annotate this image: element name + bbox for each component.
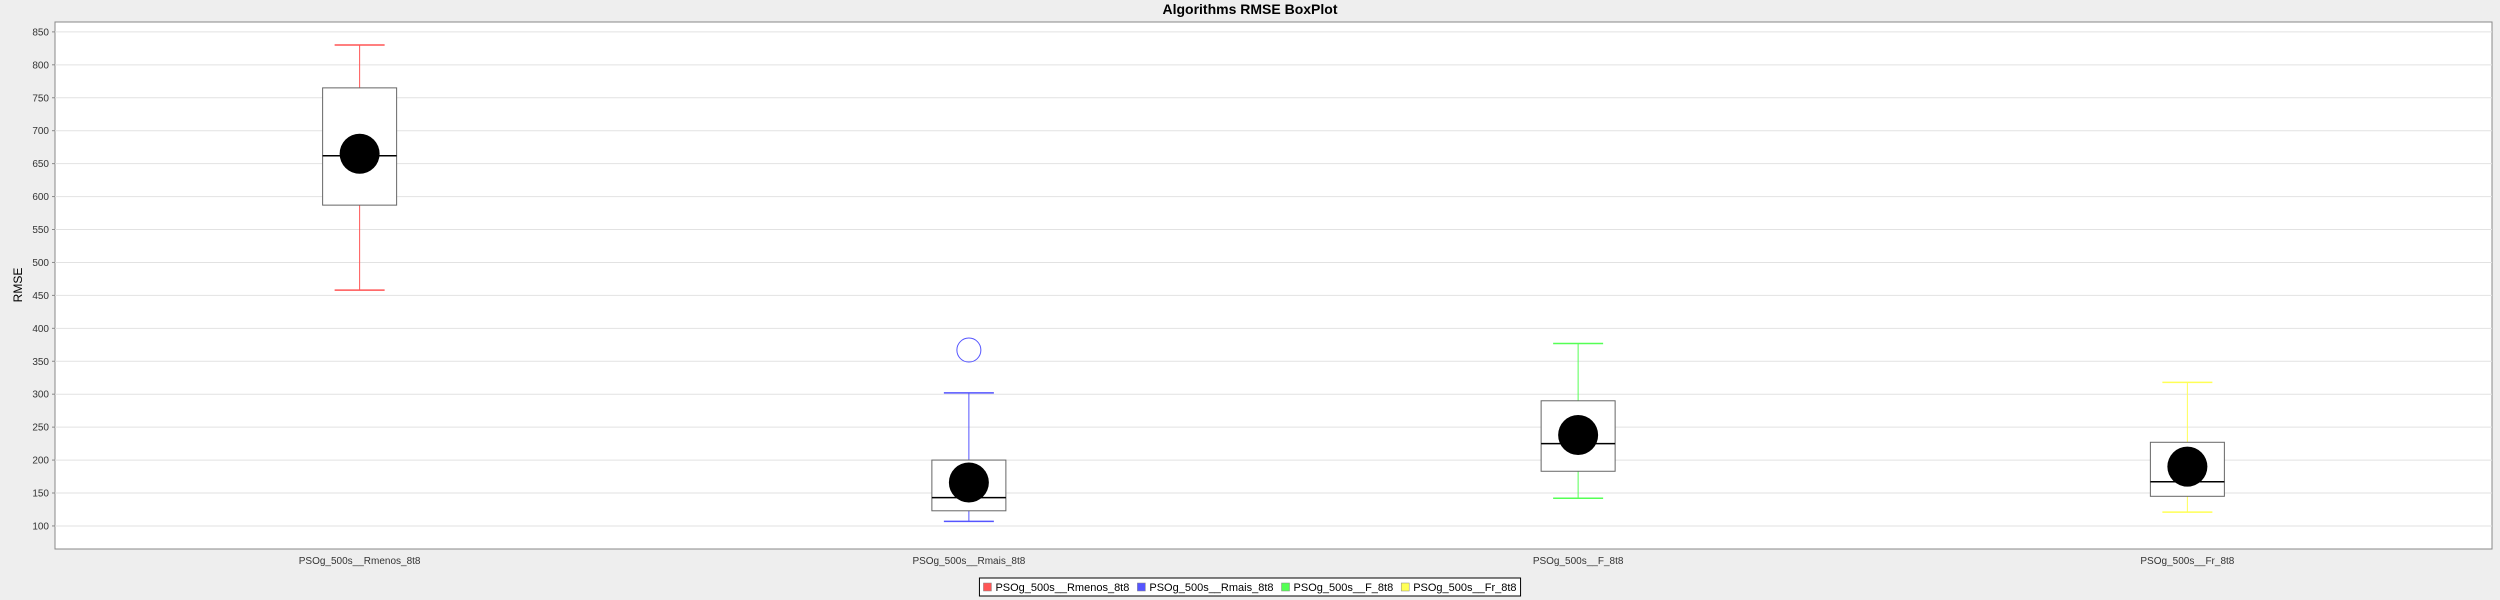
y-tick-label: 700 bbox=[32, 126, 49, 137]
legend-item: PSOg_500s__Rmenos_8t8 bbox=[983, 582, 1129, 594]
legend-label: PSOg_500s__Rmenos_8t8 bbox=[995, 582, 1129, 594]
legend-swatch bbox=[983, 582, 992, 592]
y-tick-label: 250 bbox=[32, 423, 49, 434]
legend-frame bbox=[978, 577, 1522, 597]
x-category-label: PSOg_500s__Fr_8t8 bbox=[2140, 556, 2234, 567]
y-tick-label: 150 bbox=[32, 489, 49, 500]
legend-label: PSOg_500s__Fr_8t8 bbox=[1413, 582, 1516, 594]
outlier-point bbox=[956, 337, 982, 363]
box-2 bbox=[931, 337, 1007, 523]
y-tick-label: 300 bbox=[32, 390, 49, 401]
box-1 bbox=[322, 44, 398, 291]
legend-label: PSOg_500s__Rmais_8t8 bbox=[1149, 582, 1273, 594]
x-category-label: PSOg_500s__F_8t8 bbox=[1533, 556, 1624, 567]
legend-item: PSOg_500s__F_8t8 bbox=[1281, 582, 1394, 594]
y-tick-label: 850 bbox=[32, 27, 49, 38]
x-axis: PSOg_500s__Rmenos_8t8 PSOg_500s__Rmais_8t… bbox=[299, 556, 2235, 567]
y-tick-label: 800 bbox=[32, 60, 49, 71]
x-category-label: PSOg_500s__Rmenos_8t8 bbox=[299, 556, 421, 567]
legend-item: PSOg_500s__Rmais_8t8 bbox=[1137, 582, 1274, 594]
legend: PSOg_500s__Rmenos_8t8 PSOg_500s__Rmais_8t… bbox=[978, 577, 1522, 597]
y-tick-label: 400 bbox=[32, 324, 49, 335]
chart-title: Algorithms RMSE BoxPlot bbox=[1162, 1, 1337, 17]
box-4 bbox=[2149, 381, 2225, 513]
x-category-label: PSOg_500s__Rmais_8t8 bbox=[912, 556, 1025, 567]
y-tick-label: 600 bbox=[32, 192, 49, 203]
mean-marker bbox=[948, 462, 989, 503]
mean-marker bbox=[2167, 446, 2208, 487]
legend-swatch bbox=[1137, 582, 1146, 592]
legend-item: PSOg_500s__Fr_8t8 bbox=[1400, 582, 1517, 594]
mean-marker bbox=[1558, 415, 1599, 456]
legend-label: PSOg_500s__F_8t8 bbox=[1294, 582, 1394, 594]
y-tick-label: 200 bbox=[32, 456, 49, 467]
y-tick-label: 650 bbox=[32, 159, 49, 170]
y-axis: 100 150 200 250 300 350 400 450 500 550 600 650 700 7… bbox=[32, 27, 55, 532]
y-tick-label: 350 bbox=[32, 357, 49, 368]
mean-marker bbox=[339, 133, 380, 174]
y-tick-label: 100 bbox=[32, 521, 49, 532]
boxes-layer bbox=[322, 44, 2225, 523]
legend-swatch bbox=[1281, 582, 1290, 592]
y-tick-label: 450 bbox=[32, 291, 49, 302]
grid-layer bbox=[55, 31, 2492, 527]
legend-swatch bbox=[1400, 582, 1410, 592]
y-tick-label: 550 bbox=[32, 225, 49, 236]
y-tick-label: 750 bbox=[32, 93, 49, 104]
y-axis-title: RMSE bbox=[11, 268, 25, 303]
y-tick-label: 500 bbox=[32, 258, 49, 269]
plot-area bbox=[54, 21, 2493, 550]
box-3 bbox=[1540, 342, 1616, 500]
